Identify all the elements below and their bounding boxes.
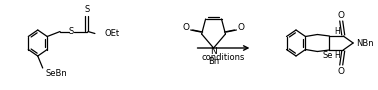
Text: O: O	[338, 67, 345, 76]
Text: H: H	[334, 50, 340, 59]
Text: N: N	[210, 47, 217, 56]
Text: Bn: Bn	[208, 57, 219, 66]
Text: NBn: NBn	[356, 39, 374, 48]
Text: conditions: conditions	[202, 53, 245, 62]
Text: O: O	[182, 22, 189, 32]
Text: S: S	[84, 5, 90, 14]
Text: OEt: OEt	[105, 29, 120, 38]
Text: H: H	[334, 26, 340, 35]
Text: O: O	[238, 22, 245, 32]
Text: O: O	[338, 11, 345, 20]
Text: Se: Se	[322, 51, 333, 60]
Text: S: S	[69, 27, 74, 36]
Text: SeBn: SeBn	[46, 68, 67, 77]
